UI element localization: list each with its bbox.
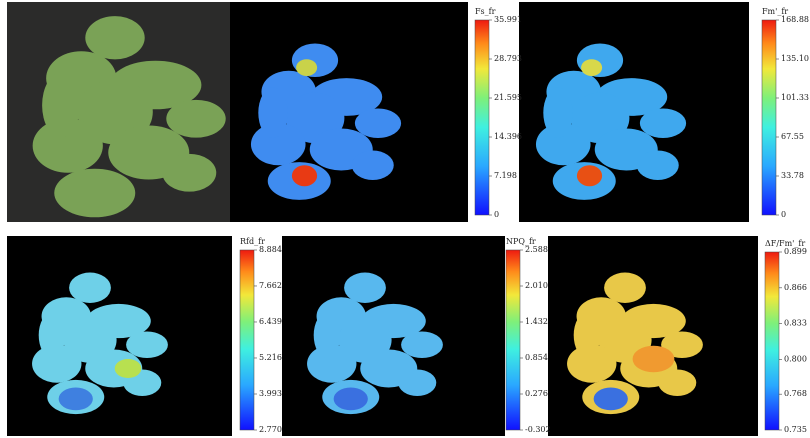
colorbar-tick-label: 0 bbox=[781, 210, 786, 219]
colorbar-tick-label: 0.768 bbox=[784, 389, 807, 398]
fluorescence-map bbox=[567, 272, 703, 415]
colorbar-tick-label: 33.78 bbox=[781, 171, 804, 180]
colorbar-tick-label: 3.993 bbox=[259, 389, 282, 398]
fluorescence-map bbox=[32, 272, 168, 415]
colorbar-tick-label: 2.010 bbox=[525, 281, 548, 290]
colorbar-tick-label: 0.866 bbox=[784, 283, 807, 292]
colorbar bbox=[474, 19, 490, 216]
colorbar-tick-label: 0.276 bbox=[525, 389, 548, 398]
colorbar-tick-label: 0.854 bbox=[525, 353, 548, 362]
colorbar bbox=[761, 19, 777, 216]
colorbar-tick-label: 5.216 bbox=[259, 353, 282, 362]
colorbar-tick-label: 168.88 bbox=[781, 15, 809, 24]
fluorescence-map bbox=[307, 272, 443, 415]
colorbar-tick-label: 2.588 bbox=[525, 245, 548, 254]
fluorescence-map bbox=[250, 43, 402, 200]
colorbar-tick-label: 28.793 bbox=[494, 54, 522, 63]
colorbar-title: Fs_fr bbox=[475, 7, 496, 16]
colorbar-tick-label: 0 bbox=[494, 210, 499, 219]
colorbar-tick-label: 7.198 bbox=[494, 171, 517, 180]
colorbar-tick-label: 35.991 bbox=[494, 15, 522, 24]
colorbar-title: ΔF/Fm'_fr bbox=[765, 239, 805, 248]
colorbar-tick-label: 0.735 bbox=[784, 425, 807, 434]
colorbar-tick-label: 0.833 bbox=[784, 319, 807, 328]
colorbar bbox=[764, 251, 780, 431]
colorbar-tick-label: 14.396 bbox=[494, 132, 522, 141]
colorbar-tick-label: 6.439 bbox=[259, 317, 282, 326]
colorbar-tick-label: 101.33 bbox=[781, 93, 809, 102]
colorbar-title: Fm'_fr bbox=[762, 7, 788, 16]
colorbar-tick-label: 8.884 bbox=[259, 245, 282, 254]
colorbar-tick-label: 0.800 bbox=[784, 354, 807, 363]
colorbar-tick-label: 7.662 bbox=[259, 281, 282, 290]
colorbar-tick-label: 1.432 bbox=[525, 317, 548, 326]
colorbar bbox=[505, 249, 521, 431]
colorbar-title: Rfd_fr bbox=[240, 237, 265, 246]
colorbar-title: NPQ_fr bbox=[506, 237, 536, 246]
colorbar-tick-label: 2.770 bbox=[259, 425, 282, 434]
colorbar bbox=[239, 249, 255, 431]
colorbar-tick-label: 0.899 bbox=[784, 247, 807, 256]
colorbar-tick-label: -0.302 bbox=[525, 425, 551, 434]
colorbar-tick-label: 135.10 bbox=[781, 54, 809, 63]
colorbar-tick-label: 21.595 bbox=[494, 93, 522, 102]
fluorescence-map bbox=[535, 43, 687, 200]
colorbar-tick-label: 67.55 bbox=[781, 132, 804, 141]
